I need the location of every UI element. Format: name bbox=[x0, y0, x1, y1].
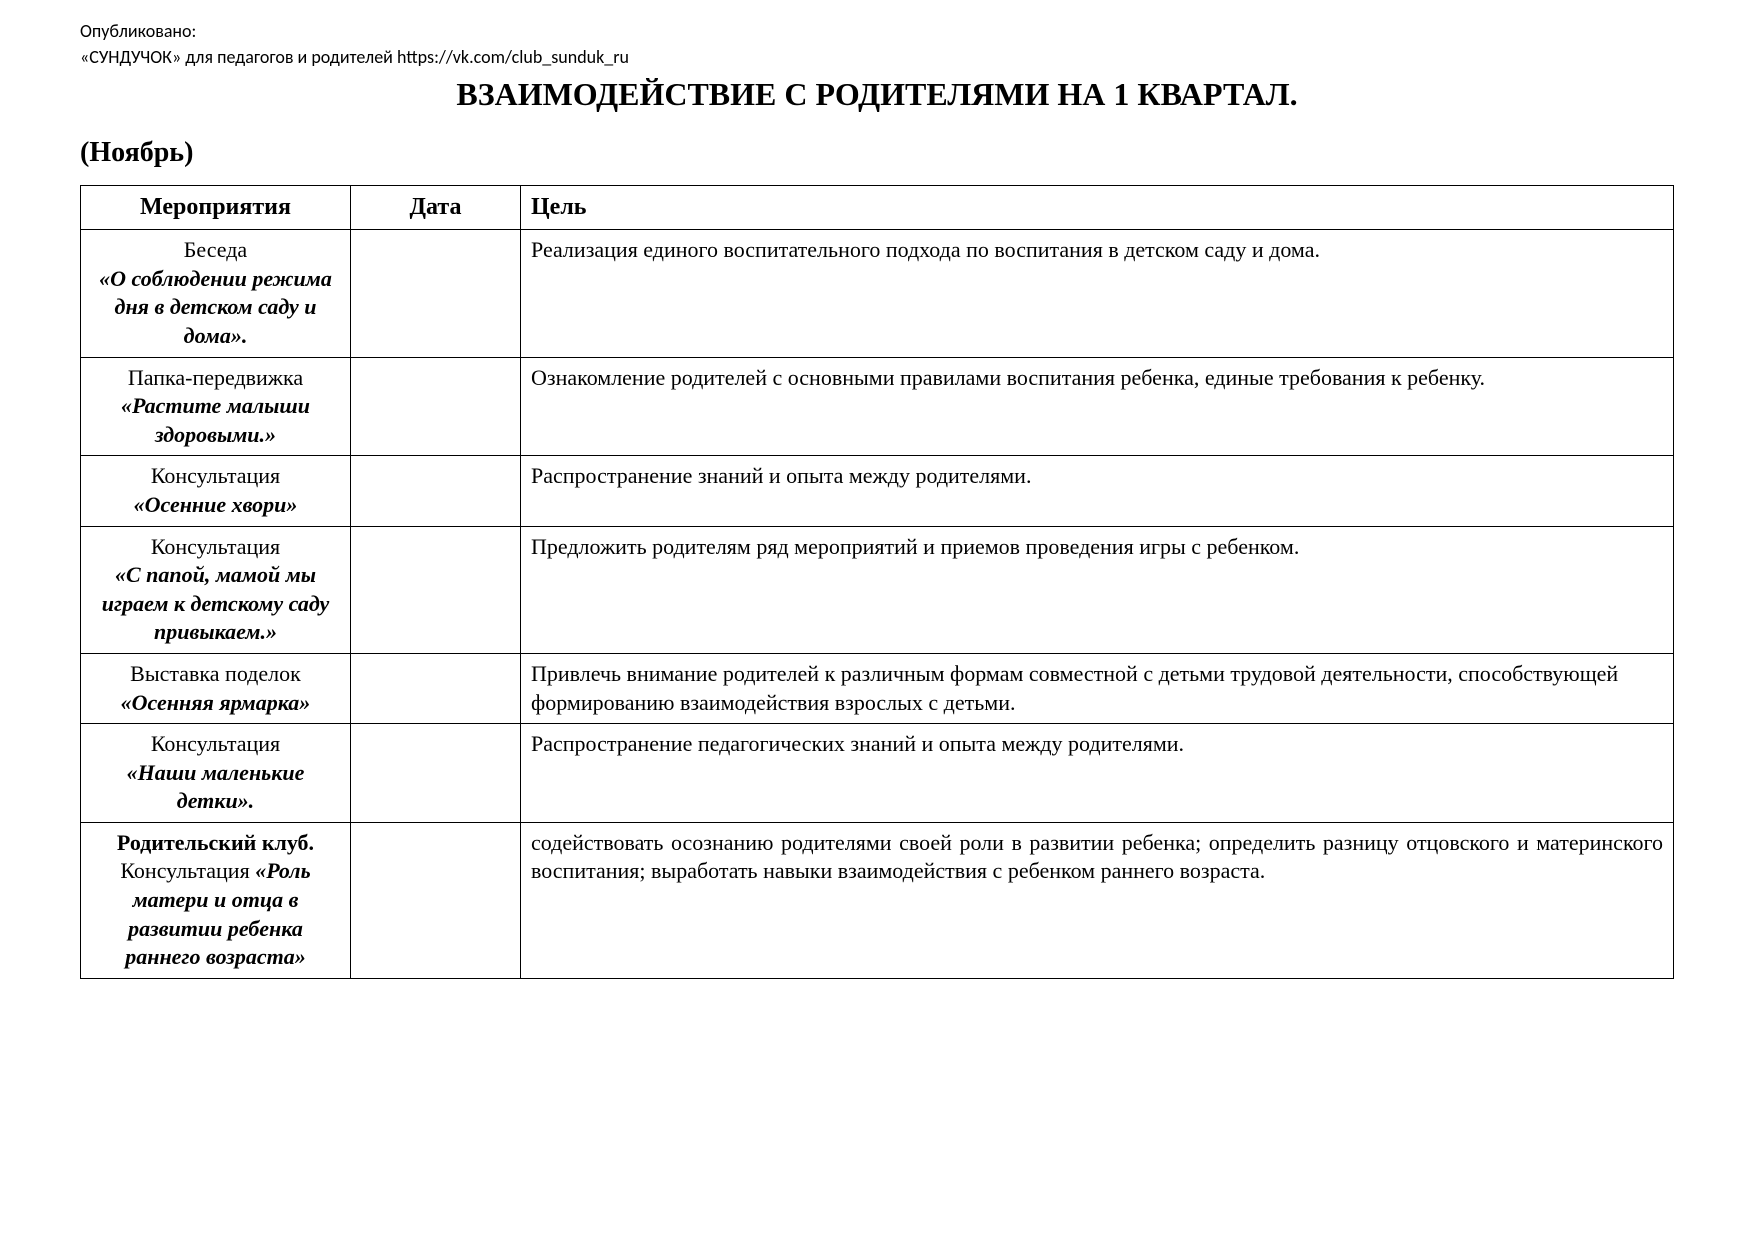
page-subtitle: (Ноябрь) bbox=[80, 137, 1674, 169]
cell-goal: Распространение знаний и опыта между род… bbox=[521, 456, 1674, 526]
event-title: «Наши маленькие детки». bbox=[91, 759, 340, 816]
event-type: Консультация bbox=[120, 858, 255, 883]
event-type: Консультация bbox=[91, 533, 340, 562]
cell-date bbox=[351, 526, 521, 653]
cell-event: Консультация «Наши маленькие детки». bbox=[81, 724, 351, 823]
cell-goal: содействовать осознанию родителями своей… bbox=[521, 822, 1674, 978]
cell-date bbox=[351, 230, 521, 357]
page-title: ВЗАИМОДЕЙСТВИЕ С РОДИТЕЛЯМИ НА 1 КВАРТАЛ… bbox=[80, 76, 1674, 113]
cell-date bbox=[351, 822, 521, 978]
cell-goal: Предложить родителям ряд мероприятий и п… bbox=[521, 526, 1674, 653]
table-row: Консультация «Наши маленькие детки». Рас… bbox=[81, 724, 1674, 823]
cell-event: Консультация «Осенние хвори» bbox=[81, 456, 351, 526]
cell-event: Родительский клуб. Консультация «Роль ма… bbox=[81, 822, 351, 978]
meta-line-2: «СУНДУЧОК» для педагогов и родителей htt… bbox=[80, 46, 1674, 68]
table-header-row: Мероприятия Дата Цель bbox=[81, 186, 1674, 230]
table-row: Папка-передвижка «Растите малыши здоровы… bbox=[81, 357, 1674, 456]
event-type: Папка-передвижка bbox=[91, 364, 340, 393]
cell-goal: Распространение педагогических знаний и … bbox=[521, 724, 1674, 823]
event-title: «Осенняя ярмарка» bbox=[91, 689, 340, 718]
header-events: Мероприятия bbox=[81, 186, 351, 230]
events-table: Мероприятия Дата Цель Беседа «О соблюден… bbox=[80, 185, 1674, 979]
table-row: Консультация «С папой, мамой мы играем к… bbox=[81, 526, 1674, 653]
header-goal: Цель bbox=[521, 186, 1674, 230]
cell-event: Беседа «О соблюдении режима дня в детско… bbox=[81, 230, 351, 357]
table-row: Беседа «О соблюдении режима дня в детско… bbox=[81, 230, 1674, 357]
cell-date bbox=[351, 653, 521, 723]
cell-date bbox=[351, 724, 521, 823]
event-type: Консультация bbox=[91, 462, 340, 491]
event-type: Беседа bbox=[91, 236, 340, 265]
cell-event: Папка-передвижка «Растите малыши здоровы… bbox=[81, 357, 351, 456]
event-title: «Осенние хвори» bbox=[91, 491, 340, 520]
event-type: Выставка поделок bbox=[91, 660, 340, 689]
cell-date bbox=[351, 456, 521, 526]
cell-date bbox=[351, 357, 521, 456]
event-title: «С папой, мамой мы играем к детскому сад… bbox=[91, 561, 340, 647]
cell-goal: Реализация единого воспитательного подхо… bbox=[521, 230, 1674, 357]
cell-goal: Ознакомление родителей с основными прави… bbox=[521, 357, 1674, 456]
event-type: Консультация bbox=[91, 730, 340, 759]
event-type-bold: Родительский клуб. bbox=[91, 829, 340, 858]
table-row: Родительский клуб. Консультация «Роль ма… bbox=[81, 822, 1674, 978]
cell-goal: Привлечь внимание родителей к различным … bbox=[521, 653, 1674, 723]
cell-event: Выставка поделок «Осенняя ярмарка» bbox=[81, 653, 351, 723]
cell-event: Консультация «С папой, мамой мы играем к… bbox=[81, 526, 351, 653]
table-row: Выставка поделок «Осенняя ярмарка» Привл… bbox=[81, 653, 1674, 723]
event-title: «Растите малыши здоровыми.» bbox=[91, 392, 340, 449]
header-date: Дата bbox=[351, 186, 521, 230]
meta-line-1: Опубликовано: bbox=[80, 20, 1674, 42]
table-row: Консультация «Осенние хвори» Распростран… bbox=[81, 456, 1674, 526]
event-title: «О соблюдении режима дня в детском саду … bbox=[91, 265, 340, 351]
